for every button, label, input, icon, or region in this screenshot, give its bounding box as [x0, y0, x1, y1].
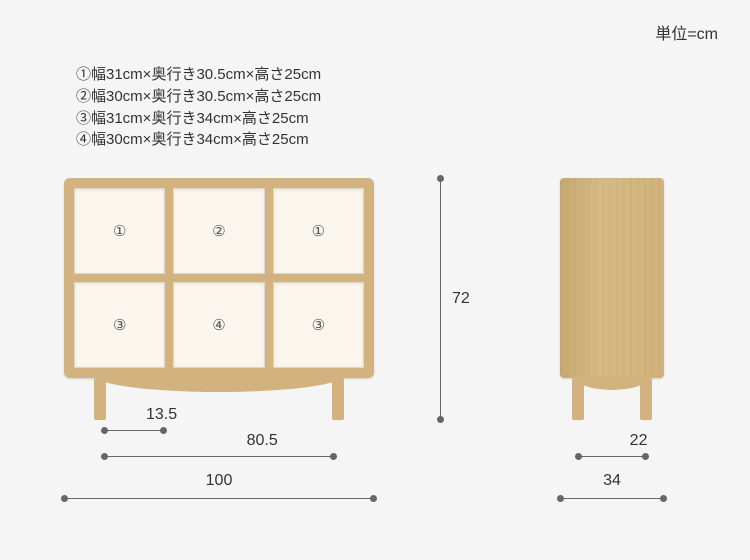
- cell-2: ②: [173, 188, 264, 274]
- leg-side-back: [640, 378, 652, 420]
- dim-front-width-label: 100: [206, 472, 233, 490]
- apron-side: [574, 376, 650, 390]
- spec-line-3: ③幅31cm×奥行き34cm×高さ25cm: [76, 108, 321, 130]
- cell-5: ④: [173, 282, 264, 368]
- dim-side-leg-span: 22: [578, 456, 646, 457]
- spec-line-2: ②幅30cm×奥行き30.5cm×高さ25cm: [76, 86, 321, 108]
- cell-3: ①: [273, 188, 364, 274]
- legs-front: [64, 378, 374, 420]
- cell-4: ③: [74, 282, 165, 368]
- dim-leg-height-label: 13.5: [146, 406, 177, 424]
- leg-front-right: [332, 378, 344, 420]
- dim-side-depth-label: 34: [603, 472, 621, 490]
- dim-front-width: 100: [64, 498, 374, 499]
- legs-side: [560, 378, 664, 420]
- spec-line-1: ①幅31cm×奥行き30.5cm×高さ25cm: [76, 64, 321, 86]
- dim-leg-height: 13.5: [104, 430, 164, 431]
- dim-leg-span-label: 80.5: [247, 432, 278, 450]
- shelf-side-view: [560, 178, 664, 378]
- leg-side-front: [572, 378, 584, 420]
- leg-front-left: [94, 378, 106, 420]
- spec-list: ①幅31cm×奥行き30.5cm×高さ25cm ②幅30cm×奥行き30.5cm…: [76, 64, 321, 151]
- cell-6: ③: [273, 282, 364, 368]
- cell-1: ①: [74, 188, 165, 274]
- spec-line-4: ④幅30cm×奥行き34cm×高さ25cm: [76, 129, 321, 151]
- dim-total-height-label: 72: [452, 290, 470, 308]
- dim-total-height: 72: [440, 178, 441, 420]
- apron-front: [96, 376, 342, 392]
- shelf-grid: ① ② ① ③ ④ ③: [74, 188, 364, 368]
- dim-side-depth: 34: [560, 498, 664, 499]
- shelf-front-view: ① ② ① ③ ④ ③: [64, 178, 374, 378]
- dim-side-leg-span-label: 22: [630, 432, 648, 450]
- unit-label: 単位=cm: [655, 20, 718, 44]
- dim-leg-span: 80.5: [104, 456, 334, 457]
